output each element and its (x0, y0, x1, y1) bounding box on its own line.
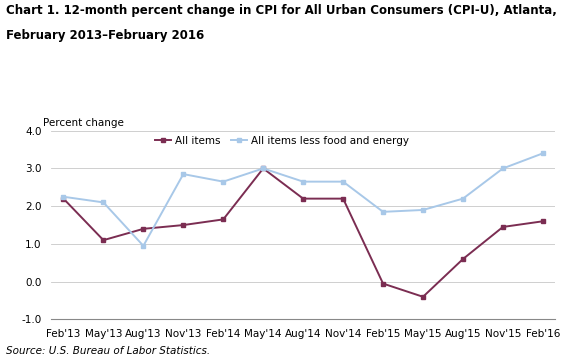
All items less food and energy (60, 195, 67, 199)
Text: Percent change: Percent change (43, 118, 124, 128)
All items (340, 196, 347, 201)
All items less food and energy (539, 151, 546, 155)
All items less food and energy (340, 179, 347, 184)
All items (300, 196, 307, 201)
Legend: All items, All items less food and energy: All items, All items less food and energ… (155, 136, 408, 146)
All items (260, 166, 267, 171)
All items (420, 295, 427, 299)
All items less food and energy (140, 244, 147, 248)
All items (60, 196, 67, 201)
All items less food and energy (180, 172, 186, 176)
All items (140, 227, 147, 231)
All items less food and energy (100, 200, 107, 205)
All items less food and energy (459, 196, 466, 201)
All items less food and energy (300, 179, 307, 184)
Text: February 2013–February 2016: February 2013–February 2016 (6, 29, 204, 42)
Line: All items less food and energy: All items less food and energy (61, 151, 545, 248)
Line: All items: All items (61, 166, 545, 299)
All items less food and energy (260, 166, 267, 171)
All items (539, 219, 546, 224)
All items (459, 257, 466, 261)
All items (220, 217, 227, 221)
All items (380, 281, 387, 286)
All items less food and energy (420, 208, 427, 212)
All items (180, 223, 186, 227)
All items less food and energy (380, 210, 387, 214)
Text: Source: U.S. Bureau of Labor Statistics.: Source: U.S. Bureau of Labor Statistics. (6, 346, 210, 356)
All items less food and energy (220, 179, 227, 184)
All items (499, 225, 506, 229)
All items (100, 238, 107, 242)
All items less food and energy (499, 166, 506, 171)
Text: Chart 1. 12-month percent change in CPI for All Urban Consumers (CPI-U), Atlanta: Chart 1. 12-month percent change in CPI … (6, 4, 557, 17)
